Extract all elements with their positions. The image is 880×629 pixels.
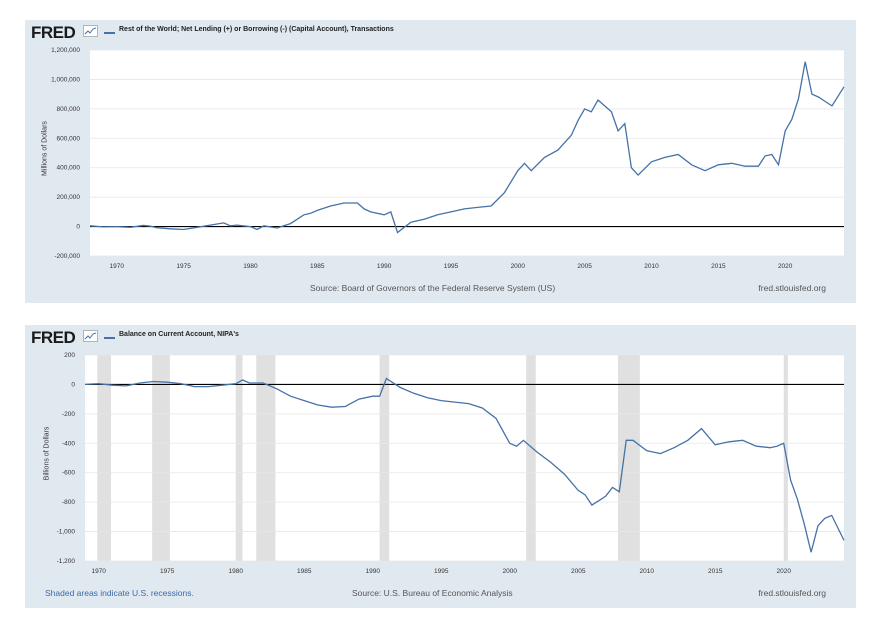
y-axis-label: Billions of Dollars [43,426,51,481]
fred-url[interactable]: fred.stlouisfed.org [758,283,826,293]
plot-background [85,355,844,561]
y-tick-label: -200 [62,411,75,418]
fred-url[interactable]: fred.stlouisfed.org [758,588,826,598]
y-tick-label: 0 [76,224,80,231]
y-tick-label: 200,000 [57,194,81,201]
y-tick-label: -200,000 [54,253,80,260]
x-tick-label: 1990 [365,568,380,575]
x-tick-label: 1980 [243,263,258,270]
source-note: Source: U.S. Bureau of Economic Analysis [352,588,513,598]
source-note: Source: Board of Governors of the Federa… [310,283,556,293]
x-tick-label: 1990 [377,263,392,270]
x-tick-label: 2015 [711,263,726,270]
series-title: Balance on Current Account, NIPA's [119,331,239,338]
x-tick-label: 2020 [776,568,791,575]
plot-area: -1,200 -1,000 -800 -600 -400 -200 0 200 1970 1975… [57,352,845,575]
y-tick-label: 1,000,000 [51,76,80,83]
recession-bar [256,355,276,561]
recession-bar [617,355,640,561]
fred-logo: FRED [31,328,76,347]
legend-swatch [104,337,115,339]
x-tick-label: 1970 [110,263,125,270]
y-tick-label: 1,200,000 [51,47,80,54]
series-line [89,61,845,234]
y-tick-label: 600,000 [57,135,81,142]
x-tick-label: 2010 [644,263,659,270]
x-tick-label: 1980 [228,568,243,575]
series-title: Rest of the World; Net Lending (+) or Bo… [119,26,394,33]
chart-panel-net-lending: FRED Rest of the World; Net Lending (+) … [25,20,856,303]
x-tick-label: 2015 [708,568,723,575]
y-tick-label: -1,000 [57,529,76,536]
chart-svg: -200,000 0 200,000 400,000 600,000 800,000 1,0… [51,47,845,270]
y-tick-label: -600 [62,470,75,477]
recession-bar [152,355,170,561]
fred-graph-icon [83,330,98,342]
x-tick-label: 1970 [91,568,106,575]
fred-logo: FRED [31,23,76,42]
recession-bar [379,355,390,561]
recession-bar [235,355,243,561]
x-tick-label: 2000 [502,568,517,575]
y-tick-label: 800,000 [57,106,81,113]
recession-bar [526,355,536,561]
chart-svg: -1,200 -1,000 -800 -600 -400 -200 0 200 1970 1975… [57,352,845,575]
recession-note: Shaded areas indicate U.S. recessions. [45,588,194,598]
y-tick-label: 400,000 [57,165,81,172]
y-tick-label: 0 [71,381,75,388]
plot-area: -200,000 0 200,000 400,000 600,000 800,000 1,0… [51,47,845,270]
x-tick-label: 1975 [160,568,175,575]
legend-swatch [104,32,115,34]
x-tick-label: 1975 [176,263,191,270]
x-tick-label: 2020 [778,263,793,270]
x-tick-label: 1985 [297,568,312,575]
y-tick-label: -1,200 [57,558,76,565]
x-tick-label: 2005 [571,568,586,575]
x-tick-label: 1995 [434,568,449,575]
y-tick-label: 200 [64,352,75,359]
x-tick-label: 2005 [577,263,592,270]
chart-panel-current-account: FRED Balance on Current Account, NIPA's … [25,325,856,608]
x-tick-label: 2000 [511,263,526,270]
y-axis-label: Millions of Dollars [41,121,49,176]
series-line [84,377,845,553]
plot-background [90,50,844,256]
x-tick-label: 1995 [444,263,459,270]
y-tick-label: -800 [62,499,75,506]
x-tick-label: 1985 [310,263,325,270]
fred-graph-icon [83,25,98,37]
y-tick-label: -400 [62,440,75,447]
x-tick-label: 2010 [639,568,654,575]
recession-bar [783,355,788,561]
recession-bar [97,355,112,561]
